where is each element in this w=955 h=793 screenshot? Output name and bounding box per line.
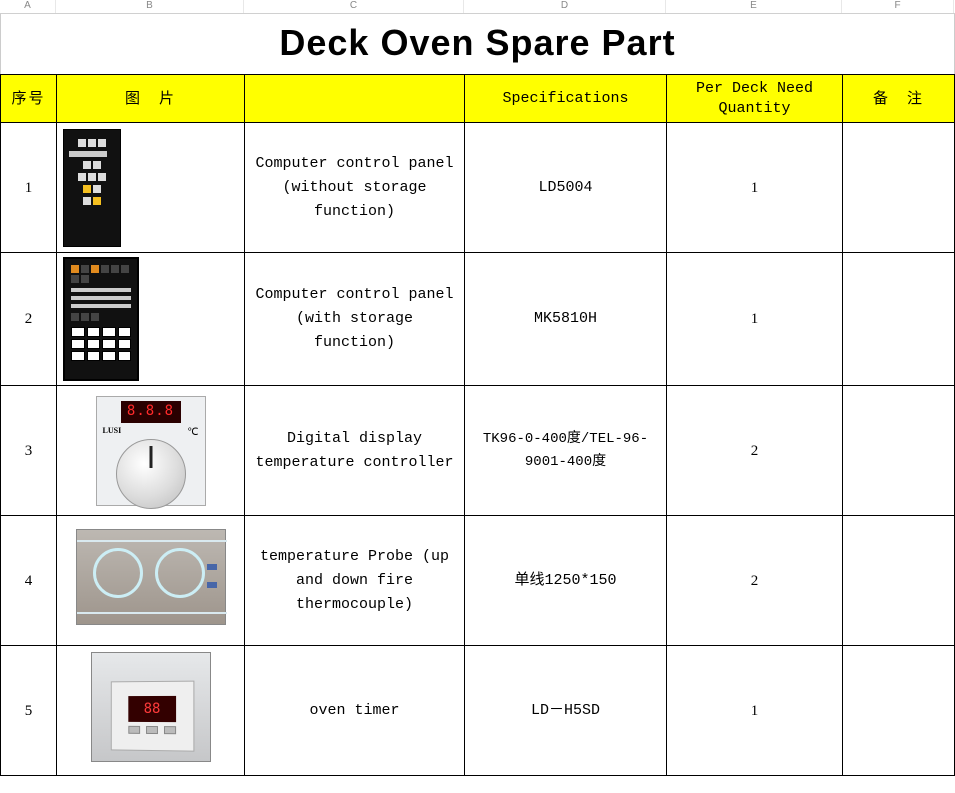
cell-image (57, 516, 245, 646)
cell-spec: LD－H5SD (465, 646, 667, 776)
timer-readout: 88 (143, 697, 160, 719)
cell-qty: 2 (667, 516, 843, 646)
cell-qty: 1 (667, 646, 843, 776)
cell-desc: Digital display temperature controller (245, 386, 465, 516)
cell-image: 88 (57, 646, 245, 776)
table-row: 3 8.8.8 LUSI ℃ Digital display temperatu… (1, 386, 955, 516)
cell-desc: Computer control panel (without storage … (245, 123, 465, 253)
col-letter: E (666, 0, 842, 13)
thumb-dial-controller: 8.8.8 LUSI ℃ (96, 396, 206, 506)
spreadsheet-area: A B C D E F Deck Oven Spare Part 序号 图 片 … (0, 0, 955, 776)
cell-spec: LD5004 (465, 123, 667, 253)
header-no: 序号 (1, 75, 57, 123)
thumb-panel-with-storage (63, 257, 139, 381)
cell-desc: oven timer (245, 646, 465, 776)
header-note: 备 注 (843, 75, 955, 123)
cell-spec: MK5810H (465, 253, 667, 386)
dial-knob-icon (116, 439, 186, 509)
table-row: 2 (1, 253, 955, 386)
table-row: 1 Computer control panel (without storag… (1, 123, 955, 253)
cell-no: 1 (1, 123, 57, 253)
cell-spec: TK96-0-400度/TEL-96-9001-400度 (465, 386, 667, 516)
cell-image (57, 123, 245, 253)
dial-readout: 8.8.8 (127, 400, 174, 422)
col-letter: F (842, 0, 954, 13)
thumb-oven-timer: 88 (91, 652, 211, 762)
cell-desc: Computer control panel (with storage fun… (245, 253, 465, 386)
header-qty: Per Deck Need Quantity (667, 75, 843, 123)
cell-spec: 单线1250*150 (465, 516, 667, 646)
col-letter: C (244, 0, 464, 13)
thumb-thermocouple-probes (76, 529, 226, 625)
cell-desc: temperature Probe (up and down fire ther… (245, 516, 465, 646)
cell-qty: 2 (667, 386, 843, 516)
cell-no: 4 (1, 516, 57, 646)
table-row: 4 temperature Probe (up and down fire th… (1, 516, 955, 646)
cell-note (843, 123, 955, 253)
col-letter: D (464, 0, 666, 13)
cell-image: 8.8.8 LUSI ℃ (57, 386, 245, 516)
cell-qty: 1 (667, 123, 843, 253)
cell-note (843, 386, 955, 516)
cell-no: 3 (1, 386, 57, 516)
header-image: 图 片 (57, 75, 245, 123)
dial-unit: ℃ (187, 425, 198, 441)
page-title: Deck Oven Spare Part (0, 14, 955, 74)
column-letter-row: A B C D E F (0, 0, 955, 14)
header-desc (245, 75, 465, 123)
cell-note (843, 646, 955, 776)
cell-image (57, 253, 245, 386)
cell-qty: 1 (667, 253, 843, 386)
table-header-row: 序号 图 片 Specifications Per Deck Need Quan… (1, 75, 955, 123)
thumb-panel-no-storage (63, 129, 121, 247)
col-letter: A (0, 0, 56, 13)
cell-no: 2 (1, 253, 57, 386)
col-letter: B (56, 0, 244, 13)
spare-parts-table: 序号 图 片 Specifications Per Deck Need Quan… (0, 74, 955, 776)
cell-no: 5 (1, 646, 57, 776)
cell-note (843, 253, 955, 386)
cell-note (843, 516, 955, 646)
table-row: 5 88 oven timer LD－H5SD 1 (1, 646, 955, 776)
header-spec: Specifications (465, 75, 667, 123)
